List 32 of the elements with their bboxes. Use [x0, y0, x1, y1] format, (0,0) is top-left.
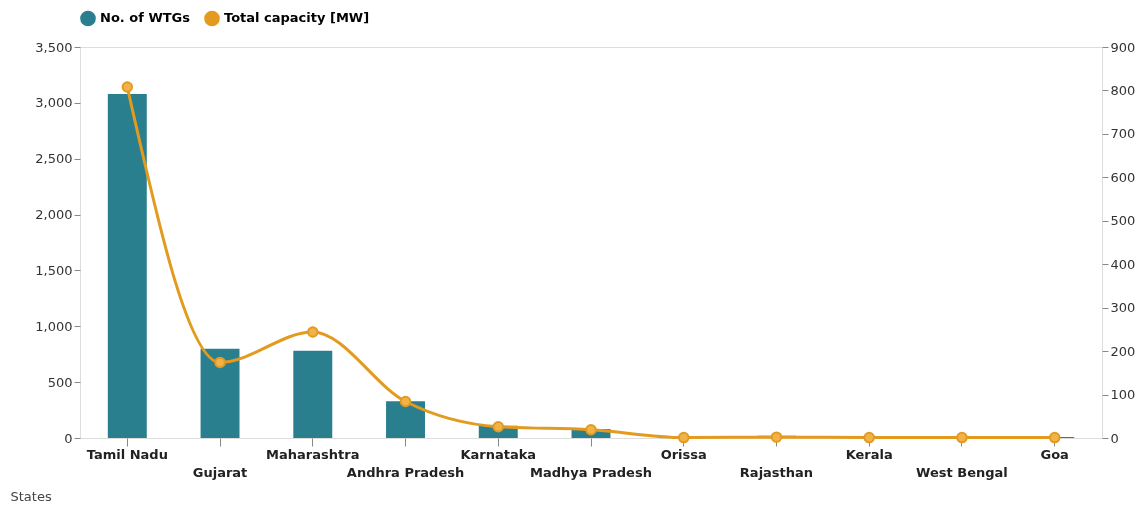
x-axis-title: States [10, 488, 52, 504]
x-tick-label: Goa [1040, 446, 1069, 462]
y2-tick-label: 200 [1110, 343, 1136, 359]
y-tick-label: 500 [47, 374, 73, 390]
y2-tick-label: 700 [1110, 126, 1136, 142]
legend-label: Total capacity [MW] [224, 10, 370, 26]
y-tick-label: 3,000 [35, 95, 73, 111]
y2-tick-label: 0 [1110, 430, 1119, 446]
y2-tick-label: 100 [1110, 387, 1136, 403]
x-tick-label: Kerala [845, 446, 893, 462]
x-tick-label: Gujarat [192, 464, 248, 480]
x-tick-label: Rajasthan [739, 464, 814, 480]
y2-tick-label: 400 [1110, 256, 1136, 272]
y2-tick-label: 900 [1110, 39, 1136, 55]
x-tick-label: Andhra Pradesh [346, 464, 465, 480]
y-tick-label: 0 [64, 430, 73, 446]
x-tick-label: Karnataka [460, 446, 537, 462]
y2-tick-label: 800 [1110, 82, 1136, 98]
x-tick-label: Orissa [660, 446, 707, 462]
y2-tick-label: 600 [1110, 169, 1136, 185]
x-tick-label: Madhya Pradesh [530, 464, 652, 480]
y-tick-label: 1,500 [35, 262, 73, 278]
x-tick-label: Maharashtra [266, 446, 360, 462]
y-tick-label: 2,000 [35, 207, 73, 223]
y-tick-label: 1,000 [35, 318, 73, 334]
y2-tick-label: 500 [1110, 213, 1136, 229]
y-tick-label: 2,500 [35, 151, 73, 167]
legend-label: No. of WTGs [100, 10, 191, 26]
y-tick-label: 3,500 [35, 39, 73, 55]
x-tick-label: Tamil Nadu [86, 446, 168, 462]
y2-tick-label: 300 [1110, 300, 1136, 316]
x-tick-label: West Bengal [916, 464, 1008, 480]
